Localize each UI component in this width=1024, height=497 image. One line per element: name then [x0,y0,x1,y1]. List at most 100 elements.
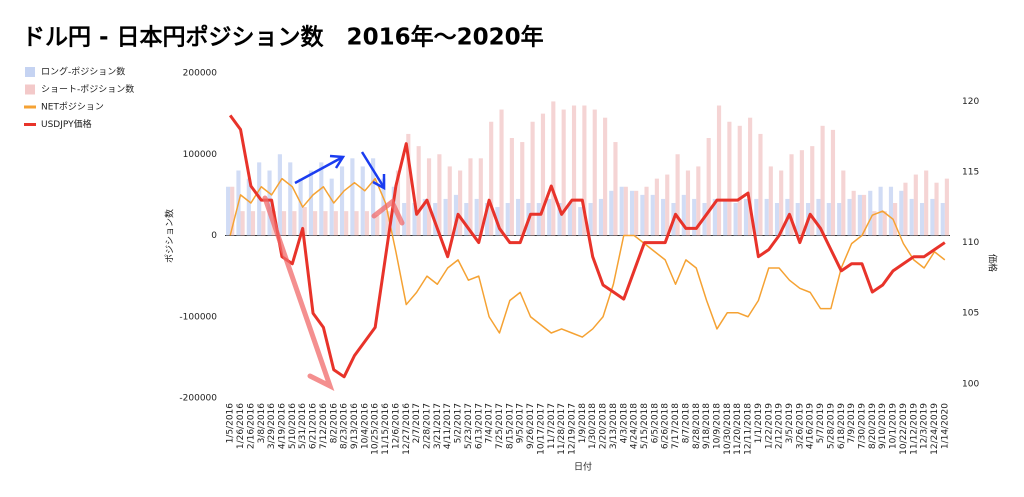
bar [385,211,390,236]
bar [930,198,935,236]
x-tick-label: 9/5/2017 [516,403,526,443]
bar [551,101,556,236]
bar [882,211,887,236]
bar [371,158,376,236]
arrow-head [372,174,386,191]
bar [629,190,635,236]
bar [547,198,552,236]
x-tick-label: 7/30/2019 [857,403,867,449]
bar [681,194,686,236]
bar [540,113,546,236]
x-tick-label: 1/30/2018 [588,403,598,449]
bar [799,150,804,236]
annotations [262,151,405,391]
x-tick-label: 9/13/2016 [350,403,360,449]
y2-tick-label: 110 [962,238,979,248]
bar [861,194,867,236]
legend-label: ショート-ポジション数 [41,83,134,95]
bar [422,198,427,236]
bar [654,178,659,236]
x-tick-label: 11/7/2017 [547,403,557,449]
highlight-stroke [262,195,335,391]
bar [733,203,738,236]
bar [437,154,442,236]
bar [426,158,432,236]
bar [650,194,655,236]
y2-tick-label: 100 [962,379,979,389]
x-tick-label: 7/9/2019 [847,403,857,444]
bar [578,207,583,236]
x-tick-label: 11/20/2018 [733,403,743,455]
bar [774,203,780,236]
bar [464,203,469,236]
x-tick-label: 4/24/2018 [630,403,640,449]
bar [530,121,535,236]
bar [292,211,297,236]
bar [758,133,763,236]
bar [609,190,614,236]
bar [893,203,898,236]
bar [468,158,473,236]
bar [509,138,514,236]
x-tick-label: 11/12/2019 [909,403,919,455]
bar [619,186,624,236]
arrow-head [329,154,346,169]
bar [402,203,407,236]
y-tick-label: 200000 [183,69,218,79]
bar [764,198,769,236]
x-tick-label: 6/5/2018 [650,403,660,444]
x-axis-label: 日付 [574,462,592,473]
x-tick-label: 10/30/2018 [723,403,733,455]
bar [561,109,566,236]
y2-axis-label: 価格 [987,254,999,272]
bar [634,190,639,236]
bar [913,174,918,236]
x-tick-label: 7/17/2018 [671,403,681,449]
bar [313,211,318,236]
chart-title: ドル円 - 日本円ポジション数 2016年〜2020年 [22,24,544,51]
bar [851,190,856,236]
bar [623,186,628,236]
bar [484,203,490,236]
legend-label: USDJPY価格 [41,118,92,130]
bar [302,207,307,236]
bar [675,154,680,236]
bar [613,142,618,236]
bar [250,211,256,236]
bar [298,178,303,236]
bar [727,121,732,236]
x-tick-label: 1/5/2016 [226,403,236,444]
x-tick-label: 12/11/2018 [744,403,754,455]
x-tick-label: 9/26/2017 [526,403,536,449]
bar [712,198,717,236]
x-tick-label: 12/19/2017 [567,403,577,455]
bar [872,211,877,236]
y-axis-label: ポジション数 [164,209,176,263]
bar [644,186,649,236]
x-tick-label: 10/25/2016 [371,403,381,455]
highlight-stroke [371,198,405,226]
bar [478,158,483,236]
x-tick-label: 5/23/2017 [464,403,474,449]
bar [246,178,251,236]
bar [443,198,448,236]
bar [743,198,749,236]
bar [810,146,815,236]
x-tick-label: 5/31/2016 [298,403,308,449]
bar [571,105,577,236]
bar [878,186,883,236]
bar [557,203,562,236]
bar [319,162,324,236]
x-tick-label: 12/27/2016 [402,403,412,455]
x-tick-label: 1/9/2018 [578,403,588,444]
bar [754,198,759,236]
x-tick-label: 1/26/2016 [236,403,246,449]
bar [795,203,800,236]
bar [395,170,401,236]
x-tick-label: 7/25/2017 [495,403,505,449]
x-tick-label: 9/10/2019 [878,403,888,449]
x-tick-label: 11/28/2017 [557,403,567,455]
x-tick-label: 10/1/2019 [889,403,899,449]
bar [412,203,417,236]
